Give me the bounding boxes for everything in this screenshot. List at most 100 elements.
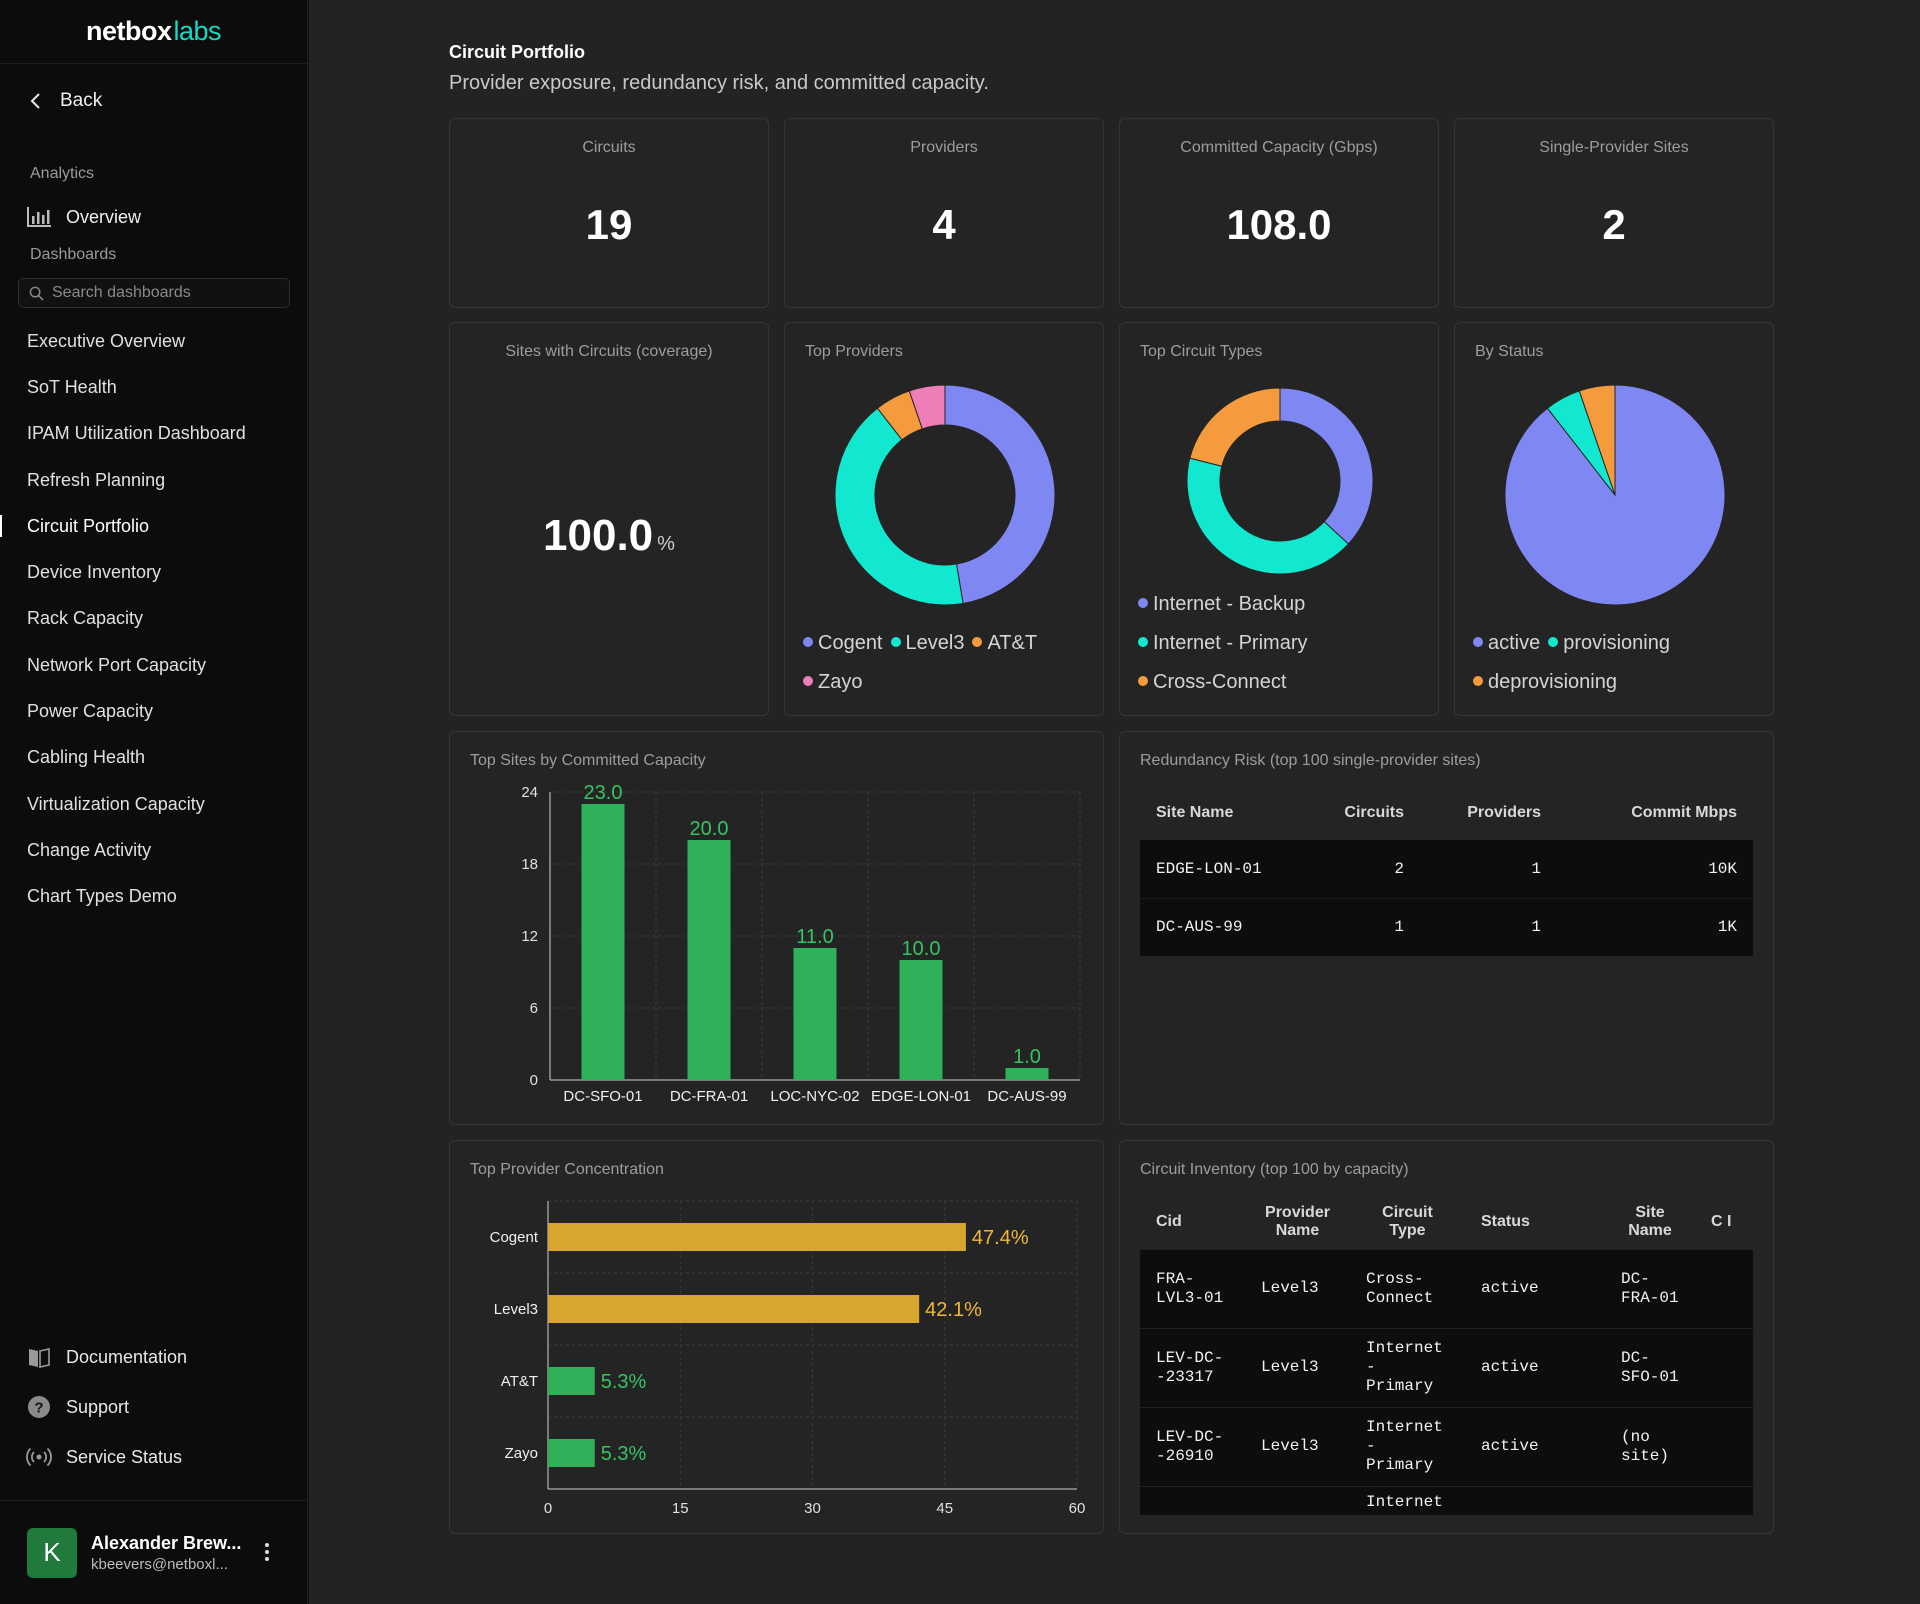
circuit-types-donut-chart <box>1186 387 1374 575</box>
table-row[interactable]: DC-AUS-99 1 1 1K <box>1140 898 1753 956</box>
sidebar-item-virtualization-capacity[interactable]: Virtualization Capacity <box>27 793 205 814</box>
dashboard-nav: Executive Overview SoT Health IPAM Utili… <box>0 318 308 920</box>
sidebar-item-refresh-planning[interactable]: Refresh Planning <box>27 469 166 490</box>
legend-item-provisioning[interactable]: provisioning <box>1548 624 1670 663</box>
column-header[interactable]: Site Name <box>1628 1203 1672 1239</box>
circuit-inventory-table: Cid Provider Name Circuit Type Status Si… <box>1140 1195 1753 1515</box>
circuit-inventory-table-wrap[interactable]: Cid Provider Name Circuit Type Status Si… <box>1140 1195 1753 1515</box>
column-header[interactable]: Commit Mbps <box>1631 804 1737 821</box>
service-status-link[interactable]: Service Status <box>26 1432 187 1482</box>
legend-item-att[interactable]: AT&T <box>972 624 1037 663</box>
x-tick-label: EDGE-LON-01 <box>871 1088 971 1105</box>
slice-internet-backup <box>1279 387 1374 545</box>
column-header[interactable]: Providers <box>1467 804 1541 821</box>
kpi-card-providers: Providers 4 <box>784 118 1104 308</box>
column-header[interactable]: C I <box>1711 1212 1732 1230</box>
sidebar-item-network-port-capacity[interactable]: Network Port Capacity <box>27 654 207 675</box>
column-header[interactable]: Status <box>1481 1212 1530 1230</box>
bar-at-t <box>548 1367 595 1395</box>
dashboard-search[interactable] <box>18 278 290 308</box>
support-link[interactable]: ? Support <box>26 1382 187 1432</box>
legend-item-level3[interactable]: Level3 <box>890 624 964 663</box>
table-row[interactable]: LEV-DC--23317 Level3 Internet - Primary … <box>1140 1328 1753 1407</box>
user-name: Alexander Brew... <box>91 1532 242 1553</box>
table-cell <box>1695 1328 1753 1407</box>
top-sites-capacity-card: Top Sites by Committed Capacity 0 6 12 18 24… <box>449 731 1104 1125</box>
provider-concentration-card: Top Provider Concentration 0 15 30 45 60 47.4… <box>449 1140 1104 1534</box>
sidebar-item-ipam-utilization[interactable]: IPAM Utilization Dashboard <box>27 423 246 444</box>
y-tick-label: 6 <box>530 1000 538 1017</box>
table-cell: DC-FRA-01 <box>1621 1269 1679 1307</box>
user-profile[interactable]: K Alexander Brew... kbeevers@netboxl... <box>0 1500 308 1604</box>
bar-cogent <box>548 1223 966 1251</box>
table-cell: Cross-Connect <box>1366 1269 1434 1307</box>
kpi-label: Providers <box>910 139 978 156</box>
page-title: Circuit Portfolio <box>449 42 585 62</box>
data-label: 10.0 <box>902 938 941 960</box>
sidebar-item-overview[interactable]: Overview <box>26 206 141 228</box>
sidebar-footer-links: Documentation ? Support Service Status <box>26 1332 187 1482</box>
chevron-left-icon <box>30 93 40 109</box>
legend-item-zayo[interactable]: Zayo <box>803 663 862 702</box>
top-circuit-types-card: Top Circuit Types Internet - Backup Inte… <box>1119 322 1439 716</box>
table-cell <box>1695 1407 1753 1486</box>
kpi-value: 2 <box>1602 201 1626 248</box>
data-label: 1.0 <box>1013 1046 1041 1068</box>
sidebar-item-circuit-portfolio[interactable]: Circuit Portfolio <box>0 503 308 549</box>
column-header[interactable]: Circuit Type <box>1382 1203 1433 1239</box>
sidebar-item-change-activity[interactable]: Change Activity <box>27 839 152 860</box>
table-row[interactable]: FRA-LVL3-01 Level3 Cross-Connect active … <box>1140 1249 1753 1328</box>
more-options-icon[interactable] <box>264 1543 270 1565</box>
y-tick-label: Zayo <box>505 1445 538 1462</box>
table-row[interactable]: Internet <box>1140 1486 1753 1515</box>
data-label: 47.4% <box>972 1227 1029 1249</box>
table-cell <box>1605 1486 1695 1515</box>
legend-item-internet-primary[interactable]: Internet - Primary <box>1138 624 1307 663</box>
documentation-link[interactable]: Documentation <box>26 1332 187 1382</box>
bar-zayo <box>548 1439 595 1467</box>
chart-title: Top Sites by Committed Capacity <box>470 752 706 769</box>
legend-item-active[interactable]: active <box>1473 624 1540 663</box>
table-row[interactable]: EDGE-LON-01 2 1 10K <box>1140 840 1753 898</box>
chart-title: Top Provider Concentration <box>470 1161 664 1178</box>
table-cell: Internet <box>1366 1492 1443 1511</box>
slice-internet-primary <box>1186 457 1350 575</box>
netbox-labs-logo[interactable]: netbox labs <box>0 0 307 64</box>
kpi-value: 108.0 <box>1226 201 1332 248</box>
top-providers-donut-chart <box>835 385 1055 605</box>
table-cell: Level3 <box>1261 1437 1319 1455</box>
search-input[interactable] <box>52 284 282 302</box>
table-row[interactable]: LEV-DC--26910 Level3 Internet - Primary … <box>1140 1407 1753 1486</box>
legend-item-cogent[interactable]: Cogent <box>803 624 883 663</box>
column-header[interactable]: Circuits <box>1344 804 1404 821</box>
data-label: 20.0 <box>690 818 729 840</box>
x-tick-label: LOC-NYC-02 <box>770 1088 859 1105</box>
sidebar-item-device-inventory[interactable]: Device Inventory <box>27 562 162 583</box>
coverage-card: Sites with Circuits (coverage) 100.0% <box>449 322 769 716</box>
data-label: 11.0 <box>796 926 833 948</box>
sidebar-item-executive-overview[interactable]: Executive Overview <box>27 330 186 351</box>
dashboards-section-label: Dashboards <box>30 246 117 263</box>
bar-level3 <box>548 1295 920 1323</box>
kpi-card-circuits: Circuits 19 <box>449 118 769 308</box>
slice-level3 <box>835 407 964 605</box>
slice-zayo <box>908 385 946 430</box>
sidebar-item-cabling-health[interactable]: Cabling Health <box>27 747 146 768</box>
table-cell <box>1245 1486 1350 1515</box>
support-label: Support <box>66 1396 130 1417</box>
provider-concentration-bar-chart: 0 15 30 45 60 47.4% Cogent 42.1% Level3 5.3% AT&T 5… <box>490 1200 1085 1517</box>
data-label: 23.0 <box>584 782 623 804</box>
sidebar-item-sot-health[interactable]: SoT Health <box>27 376 117 397</box>
column-header[interactable]: Cid <box>1156 1212 1182 1230</box>
legend-item-cross-connect[interactable]: Cross-Connect <box>1138 663 1307 702</box>
sidebar-item-chart-types-demo[interactable]: Chart Types Demo <box>27 886 177 907</box>
sidebar-item-rack-capacity[interactable]: Rack Capacity <box>27 608 144 629</box>
x-tick-label: DC-FRA-01 <box>670 1088 748 1105</box>
legend-item-deprovisioning[interactable]: deprovisioning <box>1473 663 1617 702</box>
back-button[interactable]: Back <box>26 90 102 112</box>
legend-item-internet-backup[interactable]: Internet - Backup <box>1138 585 1307 624</box>
column-header[interactable]: Provider Name <box>1265 1203 1330 1239</box>
table-cell: LEV-DC--26910 <box>1156 1427 1224 1465</box>
sidebar-item-power-capacity[interactable]: Power Capacity <box>27 701 154 722</box>
column-header[interactable]: Site Name <box>1156 804 1234 821</box>
